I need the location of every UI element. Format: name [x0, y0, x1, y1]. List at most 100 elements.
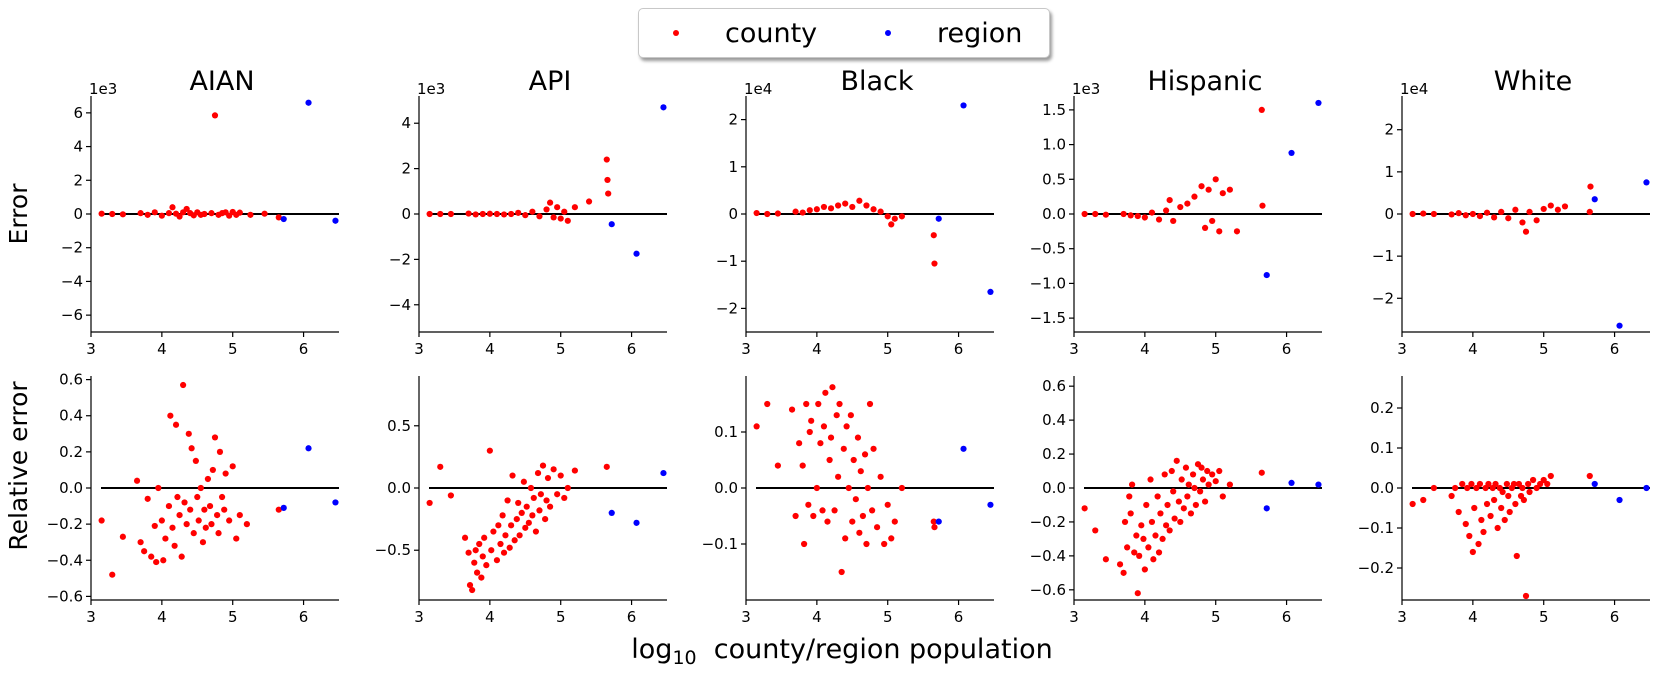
- point-county: [850, 456, 857, 464]
- point-county: [824, 518, 831, 525]
- point-county: [835, 202, 842, 209]
- point-county: [561, 208, 568, 215]
- point-county: [202, 524, 209, 531]
- x-tick-label: 4: [1468, 340, 1478, 358]
- point-county: [1209, 471, 1216, 478]
- point-county: [870, 206, 877, 213]
- point-county: [585, 198, 593, 205]
- y-tick-label: −0.5: [1030, 240, 1066, 258]
- point-county: [822, 389, 829, 396]
- point-county: [1178, 476, 1185, 483]
- point-county: [1121, 518, 1129, 526]
- point-county: [151, 522, 158, 530]
- x-tick-label: 4: [485, 340, 495, 358]
- y-tick-label: −1: [716, 252, 738, 270]
- x-tick-label: 5: [228, 340, 238, 358]
- point-county: [500, 211, 508, 218]
- point-county: [1464, 484, 1471, 492]
- point-county: [1140, 535, 1147, 543]
- point-county: [1143, 501, 1150, 509]
- point-county: [801, 540, 808, 548]
- point-county: [870, 445, 877, 452]
- point-county: [829, 384, 836, 391]
- point-county: [1131, 549, 1138, 556]
- point-county: [849, 203, 856, 211]
- y-tick-label: 1.5: [1042, 101, 1066, 119]
- point-county: [898, 484, 905, 492]
- y-tick-label: 1: [728, 158, 738, 176]
- point-county: [1127, 212, 1134, 219]
- point-region: [633, 250, 640, 257]
- point-county: [183, 205, 190, 213]
- point-county: [1201, 498, 1209, 505]
- point-county: [509, 472, 516, 479]
- y-tick-label: 2: [401, 160, 411, 178]
- point-county: [869, 507, 876, 514]
- point-county: [527, 484, 535, 492]
- point-county: [192, 457, 199, 465]
- point-county: [1219, 190, 1226, 197]
- point-county: [931, 260, 938, 267]
- point-county: [603, 156, 610, 163]
- point-county: [1533, 484, 1540, 492]
- axis-multiplier: 1e4: [1400, 80, 1428, 98]
- point-county: [764, 210, 771, 218]
- point-county: [167, 412, 174, 419]
- point-county: [201, 506, 208, 513]
- point-county: [1116, 561, 1124, 568]
- point-county: [888, 535, 895, 542]
- point-county: [1537, 480, 1544, 488]
- point-county: [820, 203, 828, 211]
- point-county: [502, 532, 509, 539]
- point-county: [603, 463, 610, 470]
- point-county: [1212, 478, 1219, 485]
- point-region: [660, 104, 667, 111]
- point-county: [209, 466, 216, 474]
- point-county: [764, 400, 771, 408]
- legend-marker-county: [673, 30, 679, 36]
- point-county: [515, 499, 522, 507]
- point-region: [960, 445, 967, 452]
- point-county: [119, 211, 126, 218]
- y-tick-label: −0.6: [47, 587, 83, 605]
- y-tick-label: 0.4: [59, 407, 83, 425]
- point-county: [137, 210, 144, 217]
- point-county: [481, 534, 488, 541]
- panel-Hispanic-error: 3 4 5 6 −1.5 −1.0 −0.5 0.0 0.5 1.0 1.5 1e3 Hispanic: [1030, 66, 1322, 358]
- x-tick-label: 6: [627, 608, 637, 626]
- point-county: [1587, 183, 1594, 190]
- point-county: [877, 208, 884, 215]
- point-county: [208, 521, 215, 528]
- point-county: [536, 507, 543, 514]
- point-county: [1102, 211, 1109, 218]
- point-region: [332, 499, 339, 506]
- point-county: [169, 204, 176, 211]
- point-county: [169, 524, 176, 531]
- point-county: [1501, 516, 1508, 524]
- point-county: [1462, 212, 1469, 219]
- point-region: [608, 221, 615, 228]
- legend-item-region: region: [885, 9, 1022, 57]
- x-tick-label: 5: [1211, 340, 1221, 358]
- point-county: [537, 491, 544, 498]
- point-county: [183, 521, 190, 528]
- point-county: [520, 478, 527, 485]
- point-county: [557, 215, 564, 222]
- x-tick-label: 5: [883, 340, 893, 358]
- point-county: [1540, 205, 1547, 213]
- point-county: [534, 469, 542, 477]
- point-county: [522, 524, 529, 531]
- panel-Black-error: 3 4 5 6 −2 −1 0 1 2 1e4 Black: [716, 66, 994, 358]
- point-county: [1561, 203, 1569, 210]
- y-tick-label: 0.6: [1042, 377, 1066, 395]
- point-county: [1420, 496, 1427, 504]
- y-tick-label: −2: [61, 239, 83, 257]
- y-tick-label: 1: [1384, 163, 1394, 181]
- point-county: [815, 400, 822, 408]
- point-county: [1120, 210, 1127, 218]
- point-county: [1476, 480, 1484, 488]
- y-tick-label: 0.4: [1042, 411, 1066, 429]
- point-county: [1154, 493, 1161, 500]
- point-county: [1540, 476, 1547, 484]
- point-county: [197, 484, 204, 492]
